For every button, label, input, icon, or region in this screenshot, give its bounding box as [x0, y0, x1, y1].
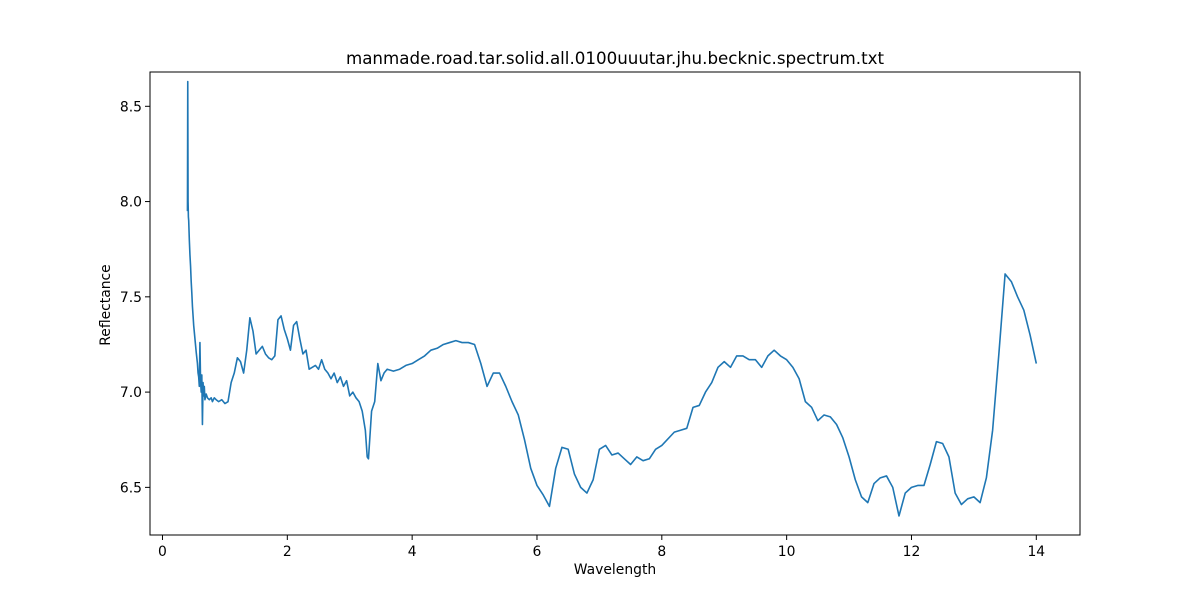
x-tick-label: 10: [778, 544, 796, 560]
plot-area: [186, 80, 1038, 517]
y-axis-label: Reflectance: [98, 264, 114, 345]
x-tick-label: 12: [903, 544, 921, 560]
x-tick-label: 14: [1027, 544, 1045, 560]
x-tick-label: 4: [408, 544, 417, 560]
plot-frame: [149, 71, 1081, 536]
y-tick-label: 8.0: [120, 195, 142, 211]
x-axis-ticks: 0 2 4 6 8 10 12 14: [158, 535, 1045, 560]
y-tick-label: 8.5: [120, 99, 142, 115]
x-tick-label: 0: [158, 544, 167, 560]
y-tick-label: 7.5: [120, 290, 142, 306]
y-tick-label: 7.0: [120, 385, 142, 401]
y-axis-ticks: 6.5 7.0 7.5 8.0 8.5: [120, 99, 150, 496]
series-line: [186, 80, 1038, 517]
y-tick-label: 6.5: [120, 480, 142, 496]
x-tick-label: 2: [283, 544, 292, 560]
x-axis-label: Wavelength: [574, 562, 656, 578]
chart-title: manmade.road.tar.solid.all.0100uuutar.jh…: [346, 48, 885, 68]
x-tick-label: 6: [533, 544, 542, 560]
x-tick-label: 8: [657, 544, 666, 560]
